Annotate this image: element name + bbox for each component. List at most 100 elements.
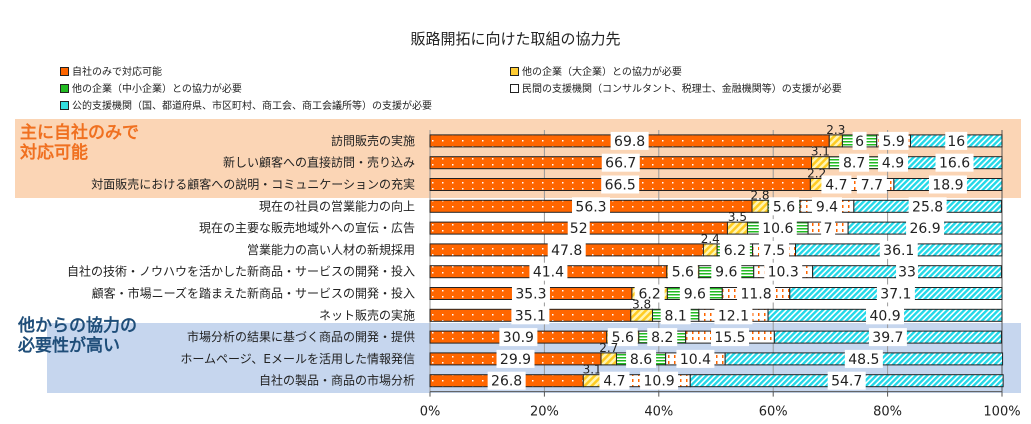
data-label-bg: [868, 328, 907, 347]
data-label: 10.9: [644, 374, 675, 390]
x-tick-label: 100%: [983, 405, 1020, 420]
data-label-bg: [487, 371, 526, 390]
data-label-bg: [640, 371, 679, 390]
category-label: 営業能力の高い人材の新規採用: [247, 242, 415, 257]
data-label: 66.5: [605, 178, 636, 194]
data-label-bg: [928, 175, 967, 194]
legend-swatch: [60, 101, 69, 110]
data-label: 8.1: [665, 308, 687, 324]
data-label-bg: [866, 306, 905, 325]
data-label: 7.5: [763, 243, 785, 259]
data-label: 41.4: [533, 265, 564, 281]
note-line: 対応可能: [20, 143, 88, 163]
data-label: 16: [947, 134, 965, 150]
data-label-bg: [737, 284, 776, 303]
data-label-bg: [764, 262, 803, 281]
legend-swatch: [510, 67, 519, 76]
category-label: 現在の主要な販売地域外への宣伝・広告: [199, 220, 415, 235]
data-label-bg: [676, 349, 715, 368]
data-label: 54.7: [831, 374, 862, 390]
category-label: 訪問販売の実施: [331, 133, 415, 148]
legend-label: 公的支援機関（国、都道府県、市区町村、商工会、商工会議所等）の支援が必要: [72, 101, 432, 112]
data-label: 35.1: [515, 308, 546, 324]
data-label-bg: [572, 197, 611, 216]
data-label-bg: [601, 153, 640, 172]
data-label-bg: [647, 328, 678, 347]
data-label-bg: [511, 306, 550, 325]
data-label-bg: [879, 240, 918, 259]
legend-item-own: 自社のみで対応可能: [60, 63, 162, 78]
note-line: 主に自社のみで: [20, 123, 139, 143]
data-label-bg: [529, 262, 568, 281]
data-label-bg: [908, 197, 947, 216]
data-label: 9.6: [684, 287, 706, 303]
data-label: 33: [898, 265, 916, 281]
note-self-reliant: 主に自社のみで 対応可能: [20, 123, 139, 163]
data-label: 12.1: [718, 308, 749, 324]
legend-swatch: [60, 67, 69, 76]
data-label-bg: [827, 371, 866, 390]
data-label: 9.6: [715, 265, 737, 281]
data-label-bg: [711, 328, 750, 347]
data-label: 11.8: [740, 287, 771, 303]
data-label-bg: [599, 371, 630, 390]
x-tick-label: 80%: [873, 405, 902, 420]
data-label-bg: [852, 131, 867, 150]
data-label: 10.6: [762, 221, 793, 237]
data-label: 3.1: [811, 145, 830, 159]
legend-swatch: [510, 84, 519, 93]
data-label-bg: [634, 284, 665, 303]
legend-item-public: 公的支援機関（国、都道府県、市区町村、商工会、商工会議所等）の支援が必要: [60, 97, 432, 112]
data-label: 35.3: [515, 287, 546, 303]
data-label-bg: [759, 240, 790, 259]
data-label: 9.4: [816, 199, 838, 215]
data-label: 26.8: [491, 374, 522, 390]
data-label-bg: [511, 284, 550, 303]
data-label: 5.6: [672, 265, 694, 281]
data-label-bg: [660, 306, 691, 325]
data-label: 52: [570, 221, 588, 237]
data-label: 3.5: [728, 210, 747, 224]
data-label-bg: [610, 131, 649, 150]
data-label-bg: [626, 349, 657, 368]
data-label-bg: [856, 175, 887, 194]
data-label-bg: [896, 262, 919, 281]
data-label: 56.3: [575, 199, 606, 215]
data-label: 6.2: [724, 243, 746, 259]
data-label-bg: [547, 240, 586, 259]
data-label: 10.4: [680, 352, 711, 368]
data-label: 5.9: [882, 134, 904, 150]
data-label: 7.7: [861, 178, 883, 194]
data-label: 25.8: [912, 199, 943, 215]
data-label: 18.9: [932, 178, 963, 194]
x-tick-label: 60%: [759, 405, 788, 420]
note-line: 他からの協力の: [18, 316, 137, 336]
data-label: 6.2: [639, 287, 661, 303]
legend-label: 民間の支援機関（コンサルタント、税理士、金融機関等）の支援が必要: [522, 84, 842, 95]
data-label: 40.9: [869, 308, 900, 324]
data-label-bg: [878, 131, 909, 150]
data-label: 48.5: [848, 352, 879, 368]
legend-item-private: 民間の支援機関（コンサルタント、税理士、金融機関等）の支援が必要: [510, 80, 842, 95]
x-tick-label: 40%: [644, 405, 673, 420]
data-label: 8.7: [843, 156, 865, 172]
data-label: 5.6: [612, 330, 634, 346]
category-label: 対面販売における顧客への説明・コミュニケーションの充実: [91, 177, 415, 192]
data-label: 4.9: [882, 156, 904, 172]
chart-title: 販路開拓に向けた取組の協力先: [410, 30, 621, 48]
data-label: 8.6: [630, 352, 652, 368]
data-label: 8.2: [651, 330, 673, 346]
category-label: 現在の社員の営業能力の向上: [259, 198, 415, 213]
data-label-bg: [719, 240, 750, 259]
data-label-bg: [821, 219, 836, 238]
data-label-bg: [714, 306, 753, 325]
data-label: 29.9: [500, 352, 531, 368]
data-label-bg: [607, 328, 638, 347]
data-label: 4.7: [825, 178, 847, 194]
data-label-bg: [839, 153, 870, 172]
note-needs-help: 他からの協力の 必要性が高い: [18, 316, 137, 356]
data-label-bg: [499, 328, 538, 347]
data-label: 3.1: [583, 363, 602, 377]
